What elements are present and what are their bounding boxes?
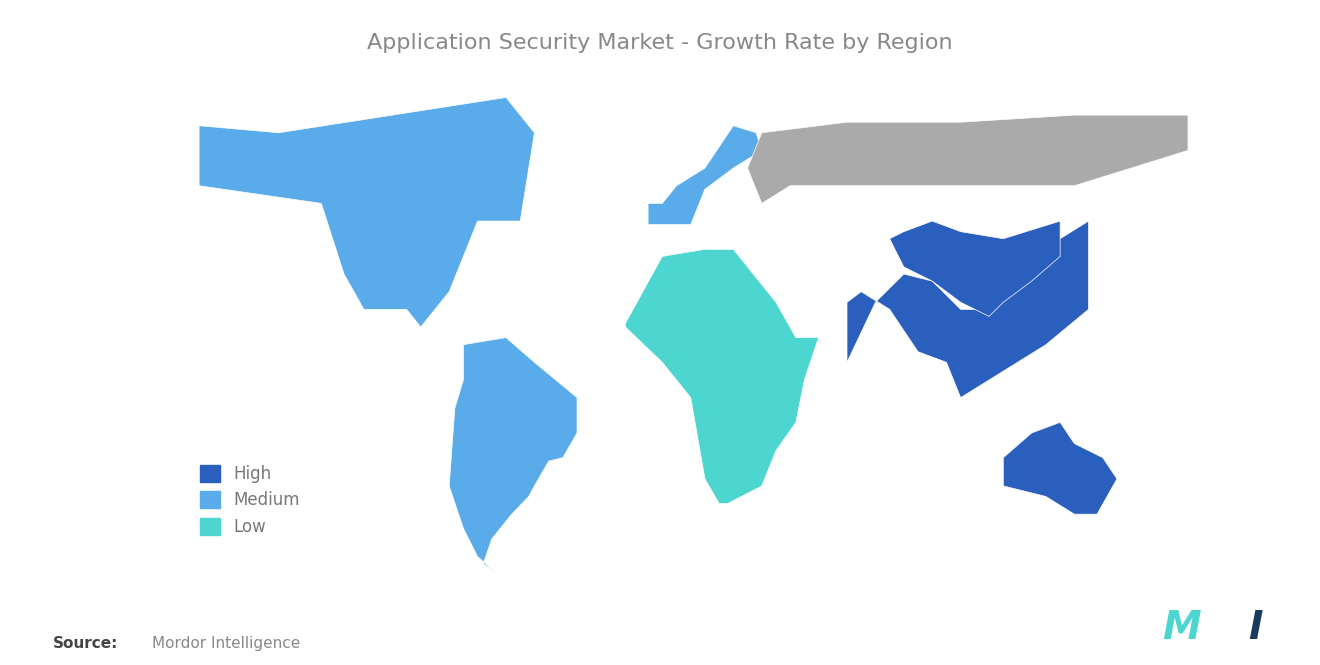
Polygon shape — [199, 98, 535, 327]
Polygon shape — [648, 126, 762, 253]
Legend: High, Medium, Low: High, Medium, Low — [194, 458, 308, 543]
Polygon shape — [1003, 422, 1117, 514]
Text: Source:: Source: — [53, 636, 119, 652]
Polygon shape — [626, 249, 818, 503]
Polygon shape — [449, 338, 577, 574]
Text: Application Security Market - Growth Rate by Region: Application Security Market - Growth Rat… — [367, 33, 953, 53]
Polygon shape — [847, 221, 1089, 398]
Text: Mordor Intelligence: Mordor Intelligence — [152, 636, 300, 652]
Text: M: M — [1162, 609, 1201, 648]
Polygon shape — [890, 221, 1060, 317]
Polygon shape — [747, 115, 1188, 203]
Text: I: I — [1249, 609, 1263, 648]
